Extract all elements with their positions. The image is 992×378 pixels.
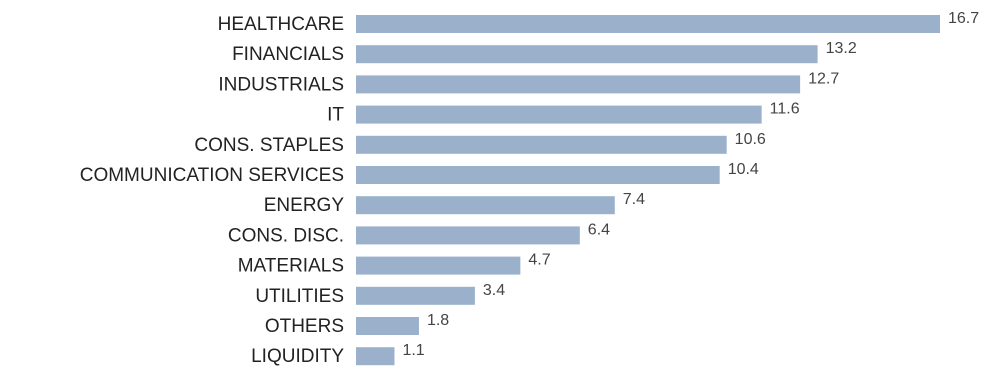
value-label-liquidity: 1.1 [402, 342, 424, 359]
value-label-others: 1.8 [427, 312, 449, 329]
bar-communication-services [356, 166, 720, 184]
bar-energy [356, 196, 615, 215]
value-label-materials: 4.7 [528, 252, 550, 269]
category-label-materials: MATERIALS [238, 256, 344, 277]
category-label-cons-disc: CONS. DISC. [228, 225, 344, 246]
bar-cons-disc [356, 226, 580, 245]
category-label-industrials: INDUSTRIALS [218, 74, 344, 95]
bars-group [356, 15, 940, 366]
value-label-energy: 7.4 [623, 191, 645, 208]
value-label-it: 11.6 [770, 101, 800, 118]
category-label-healthcare: HEALTHCARE [218, 14, 344, 35]
value-label-healthcare: 16.7 [948, 10, 979, 27]
category-label-liquidity: LIQUIDITY [251, 346, 344, 367]
bar-healthcare [356, 15, 940, 33]
category-label-it: IT [327, 105, 344, 126]
value-label-communication-services: 10.4 [728, 161, 759, 178]
value-label-cons-staples: 10.6 [735, 131, 766, 148]
category-label-utilities: UTILITIES [255, 286, 344, 307]
category-labels-group: HEALTHCARE FINANCIALS INDUSTRIALS IT CONS. S… [80, 14, 345, 367]
category-label-communication-services: COMMUNICATION SERVICES [80, 165, 344, 186]
bar-it [356, 105, 762, 124]
category-label-cons-staples: CONS. STAPLES [194, 135, 344, 156]
value-labels-group: 16.7 13.2 12.7 11.610.6 10.4 7.4 6.4 4.7 3.4 1.81… [402, 10, 979, 359]
value-label-cons-disc: 6.4 [588, 221, 610, 238]
value-label-utilities: 3.4 [483, 282, 505, 299]
bar-cons-staples [356, 135, 727, 154]
value-label-industrials: 12.7 [808, 70, 839, 87]
bar-others [356, 317, 419, 335]
value-label-financials: 13.2 [826, 40, 857, 57]
bar-materials [356, 256, 521, 275]
category-label-financials: FINANCIALS [232, 44, 344, 65]
bar-financials [356, 45, 818, 64]
bar-liquidity [356, 347, 395, 366]
bar-utilities [356, 286, 475, 305]
category-label-energy: ENERGY [264, 195, 345, 216]
bar-industrials [356, 75, 801, 94]
category-label-others: OTHERS [265, 316, 344, 337]
